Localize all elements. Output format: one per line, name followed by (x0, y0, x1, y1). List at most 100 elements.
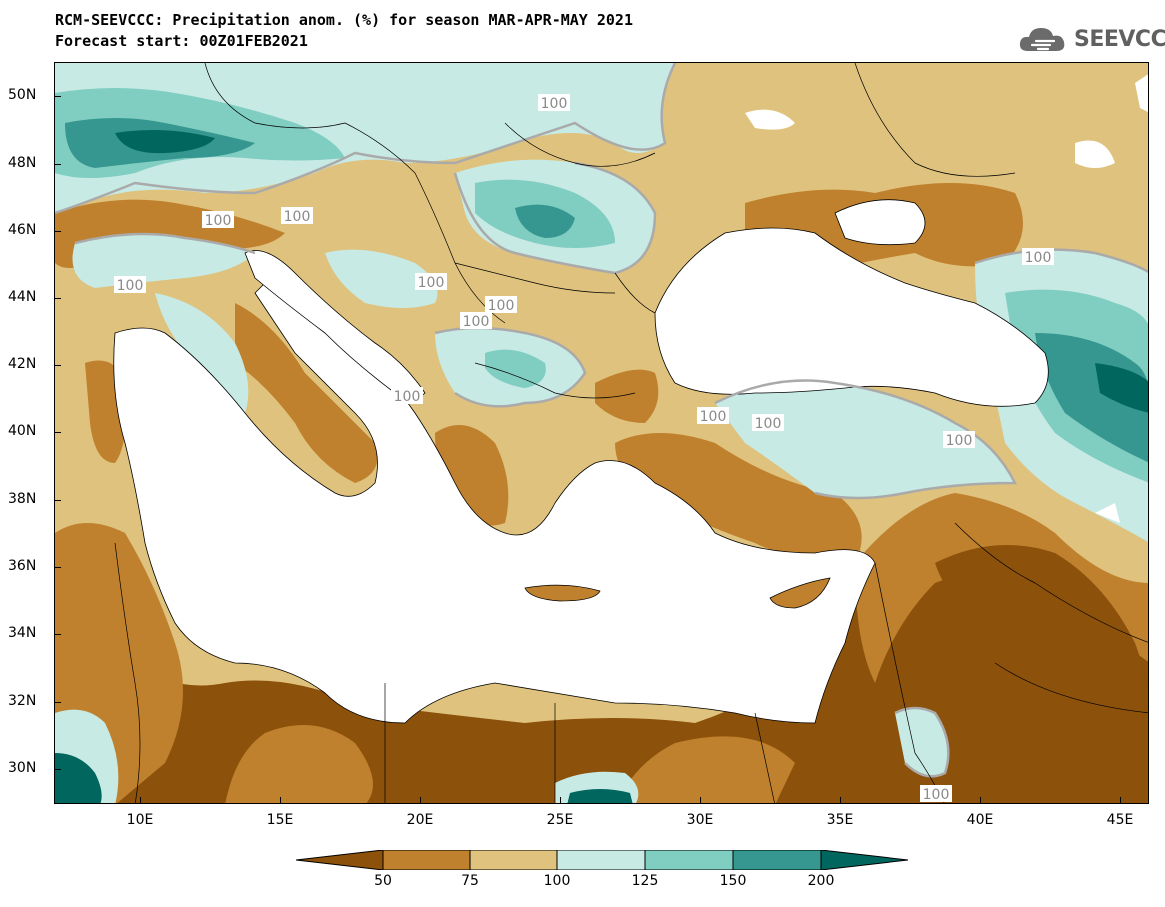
zone-50-75-egypt (616, 736, 795, 803)
zone-100-125-corsica-w (155, 293, 249, 413)
contour-label-text: 100 (1025, 250, 1052, 266)
colorbar-segment-125-150 (644, 850, 734, 870)
longitude-tick (140, 797, 141, 804)
contour-label: 100 (485, 296, 517, 314)
longitude-label: 35E (826, 812, 854, 828)
lake-white (1075, 140, 1115, 168)
longitude-label: 15E (266, 812, 294, 828)
lake-white (1095, 503, 1120, 523)
contour-label: 100 (202, 211, 234, 229)
sea-black (654, 227, 1049, 407)
longitude-label: 10E (126, 812, 154, 828)
longitude-label: 45E (1106, 812, 1134, 828)
contour-label: 100 (415, 273, 447, 291)
map-subtitle: Forecast start: 00Z01FEB2021 (55, 32, 308, 50)
island-cyprus (769, 577, 831, 609)
lake-white (745, 109, 795, 130)
contour-label: 100 (752, 414, 784, 432)
colorbar-label: 100 (543, 873, 571, 889)
colorbar-segment-50-75 (382, 850, 471, 870)
longitude-tick (560, 797, 561, 804)
zone-above200-caucasus (1095, 363, 1148, 413)
latitude-label: 42N (8, 356, 37, 372)
colorbar (296, 850, 909, 870)
zone-100-125-adriatic (325, 249, 438, 308)
latitude-label: 30N (8, 760, 37, 776)
longitude-tick (980, 797, 981, 804)
latitude-tick (54, 500, 61, 501)
zone-50-75-levant (855, 493, 1148, 683)
colorbar-segment-75-100 (469, 850, 558, 870)
colorbar-label: 200 (807, 873, 835, 889)
longitude-tick (840, 797, 841, 804)
latitude-label: 48N (8, 155, 37, 171)
zone-above200-alps (115, 129, 215, 154)
colorbar-arrow-high (820, 850, 909, 870)
zone-125-150-balkan (485, 349, 546, 388)
contour-label-text: 100 (541, 96, 568, 112)
contour-label-text: 100 (923, 787, 950, 803)
contour-label-text: 100 (946, 433, 973, 449)
contour-label: 100 (460, 312, 492, 330)
longitude-label: 20E (406, 812, 434, 828)
contour-label-text: 100 (205, 213, 232, 229)
latitude-label: 38N (8, 491, 37, 507)
zone-above200-egypt (567, 789, 633, 803)
sea-adriatic (244, 250, 426, 399)
latitude-tick (54, 567, 61, 568)
zone-50-75-turkey-south (615, 433, 862, 563)
logo-text: SEEVCCC (1074, 26, 1165, 52)
latitude-label: 32N (8, 693, 37, 709)
contour-label: 100 (114, 276, 146, 294)
zone-100-125-jordan (895, 708, 949, 777)
seevccc-logo: SEEVCCC (1018, 24, 1165, 54)
sea-mediterranean (113, 282, 876, 724)
latitude-tick (54, 365, 61, 366)
latitude-label: 50N (8, 87, 37, 103)
contour-label-text: 100 (755, 416, 782, 432)
sea-azov (834, 199, 926, 246)
colorbar-label: 50 (374, 873, 392, 889)
map-title: RCM-SEEVCCC: Precipitation anom. (%) for… (55, 11, 633, 29)
contour-label: 100 (943, 431, 975, 449)
latitude-tick (54, 432, 61, 433)
colorbar-label: 125 (631, 873, 659, 889)
latitude-label: 34N (8, 625, 37, 641)
contour-label: 100 (281, 207, 313, 225)
cloud-icon (1019, 28, 1065, 51)
colorbar-segment-150-200 (732, 850, 822, 870)
island-crete (524, 584, 601, 602)
zone-150-200-carpathian (515, 204, 575, 238)
zone-100-125-anatolia (715, 380, 1015, 498)
contour-label-text: 100 (394, 389, 421, 405)
latitude-label: 44N (8, 289, 37, 305)
latitude-label: 46N (8, 222, 37, 238)
longitude-tick (700, 797, 701, 804)
latitude-tick (54, 298, 61, 299)
zone-50-75-bulgaria (595, 369, 659, 423)
zone-100-125-po (72, 234, 255, 288)
contour-label-text: 100 (284, 209, 311, 225)
contour-label: 100 (538, 94, 570, 112)
longitude-tick (1120, 797, 1121, 804)
latitude-tick (54, 231, 61, 232)
latitude-tick (54, 702, 61, 703)
contour-label-text: 100 (418, 275, 445, 291)
contour-label-text: 100 (700, 409, 727, 425)
contour-label: 100 (920, 785, 952, 803)
colorbar-label: 75 (461, 873, 479, 889)
longitude-tick (280, 797, 281, 804)
contour-label-text: 100 (117, 278, 144, 294)
lake-white (1135, 74, 1148, 112)
longitude-tick (420, 797, 421, 804)
contour-label: 100 (391, 387, 423, 405)
contour-label-text: 100 (488, 298, 515, 314)
map-panel: 100 100 100 100 100 100 100 100 100 100 100 100 100 (54, 62, 1149, 804)
colorbar-segment-100-125 (556, 850, 646, 870)
latitude-tick (54, 634, 61, 635)
longitude-label: 30E (686, 812, 714, 828)
contour-label: 100 (697, 407, 729, 425)
zone-50-75-libya (225, 725, 373, 803)
longitude-label: 25E (546, 812, 574, 828)
